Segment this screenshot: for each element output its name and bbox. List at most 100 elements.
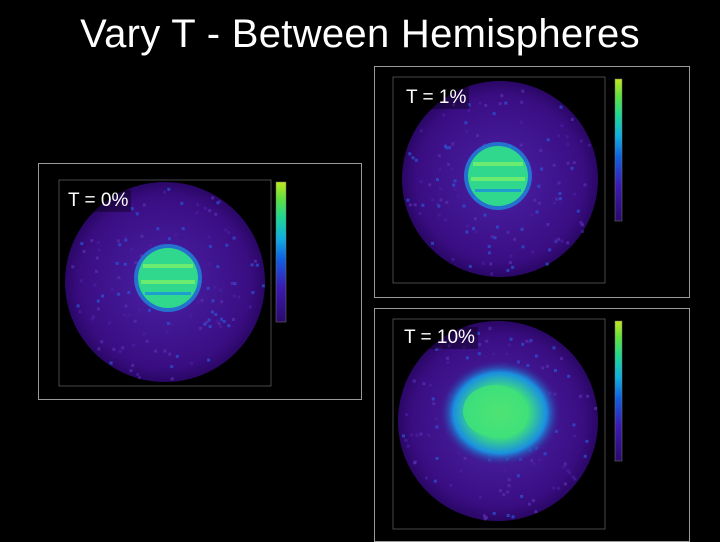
speckle (466, 224, 470, 228)
speckle (170, 365, 174, 369)
speckle (451, 257, 455, 261)
speckle (413, 461, 416, 465)
speckle (124, 238, 128, 242)
speckle (570, 166, 574, 170)
speckle (95, 256, 99, 260)
speckle (520, 148, 524, 152)
speckle (462, 204, 466, 208)
speckle (78, 310, 82, 314)
speckle (156, 227, 160, 231)
speckle (500, 94, 504, 98)
speckle (211, 196, 215, 200)
speckle (478, 101, 482, 105)
speckle (432, 402, 436, 406)
speckle (468, 265, 472, 268)
speckle (220, 300, 224, 304)
speckle (170, 377, 174, 381)
speckle (472, 227, 476, 231)
speckle (149, 244, 153, 247)
speckle (562, 465, 566, 469)
speckle (557, 181, 561, 185)
speckle (203, 322, 207, 326)
speckle (546, 138, 550, 142)
speckle (474, 230, 478, 234)
speckle (404, 438, 408, 442)
speckle (452, 103, 456, 107)
speckle (492, 112, 496, 116)
speckle (435, 425, 439, 429)
speckle (449, 483, 453, 487)
speckle (520, 100, 524, 104)
speckle (579, 139, 583, 143)
speckle (211, 310, 214, 314)
speckle (107, 321, 111, 325)
speckle (208, 244, 212, 248)
speckle (559, 105, 563, 109)
speckle (541, 366, 545, 370)
plot-panel-t1: T = 1% (374, 66, 690, 298)
speckle (546, 364, 549, 368)
speckle (490, 235, 494, 239)
speckle (109, 361, 113, 365)
speckle (200, 298, 204, 302)
speckle (198, 326, 202, 330)
speckle (71, 265, 75, 269)
speckle (573, 477, 577, 481)
speckle (493, 236, 497, 240)
speckle (421, 203, 425, 207)
speckle (506, 230, 510, 234)
speckle (456, 336, 460, 340)
speckle (520, 120, 523, 124)
speckle (525, 339, 529, 343)
speckle (506, 269, 510, 272)
speckle (415, 433, 419, 437)
speckle (505, 352, 509, 356)
speckle (422, 382, 426, 386)
panel-label-t10: T = 10% (401, 327, 478, 349)
speckle (79, 279, 83, 283)
speckle (579, 221, 583, 224)
speckle (465, 129, 469, 133)
speckle (519, 143, 523, 147)
speckle (180, 201, 184, 205)
speckle (587, 143, 591, 147)
speckle (527, 502, 531, 506)
speckle (534, 354, 538, 358)
speckle (261, 284, 265, 288)
speckle (135, 212, 139, 216)
speckle (534, 510, 538, 514)
speckle (411, 156, 415, 160)
speckle (552, 201, 556, 205)
speckle (255, 263, 259, 267)
speckle (579, 394, 583, 398)
speckle (118, 243, 122, 247)
speckle (115, 261, 119, 265)
speckle (96, 299, 100, 303)
speckle (556, 134, 560, 138)
speckle (406, 444, 410, 448)
speckle (552, 163, 556, 167)
speckle (537, 201, 541, 205)
speckle (140, 234, 144, 238)
speckle (520, 494, 524, 498)
speckle (142, 332, 146, 336)
speckle (570, 118, 574, 121)
speckle (248, 305, 252, 309)
speckle (445, 200, 449, 204)
signal-core-t1 (468, 146, 528, 206)
speckle (447, 162, 451, 166)
speckle (454, 187, 458, 191)
speckle (206, 286, 210, 290)
speckle (101, 294, 105, 298)
speckle (139, 254, 143, 258)
speckle (509, 337, 513, 341)
speckle (167, 187, 171, 191)
speckle (520, 227, 524, 231)
speckle (436, 178, 439, 182)
colorbar-t0 (275, 181, 287, 323)
speckle (546, 223, 550, 226)
speckle (573, 434, 577, 438)
speckle (504, 101, 508, 105)
colorbar-t10 (614, 320, 623, 462)
speckle (507, 478, 511, 482)
